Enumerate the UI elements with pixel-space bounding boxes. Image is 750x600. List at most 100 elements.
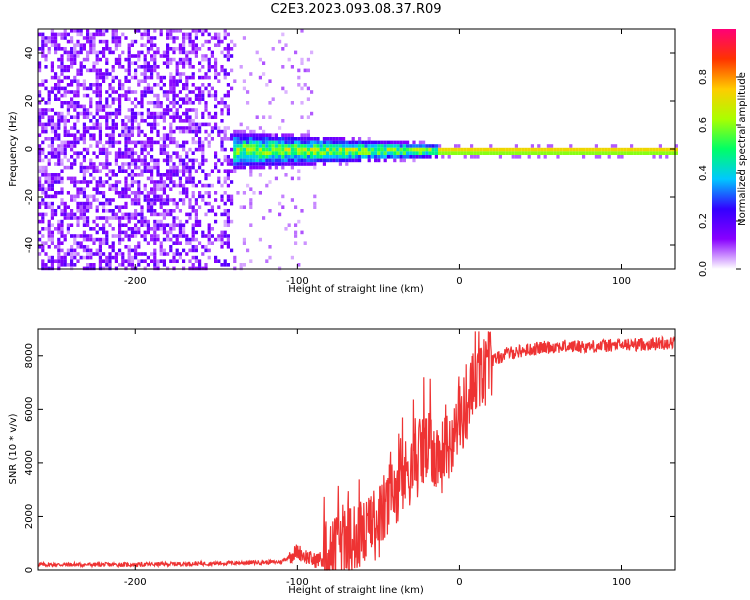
heatmap-cell xyxy=(178,230,182,235)
heatmap-cell xyxy=(367,144,371,148)
heatmap-cell xyxy=(50,212,54,217)
heatmap-cell xyxy=(57,255,61,260)
heatmap-cell xyxy=(207,61,211,65)
heatmap-cell xyxy=(140,43,144,47)
heatmap-cell xyxy=(326,155,330,159)
heatmap-cell xyxy=(89,158,93,163)
heatmap-cell xyxy=(121,194,125,199)
heatmap-cell xyxy=(89,86,93,91)
heatmap-cell xyxy=(143,54,147,58)
heatmap-cell xyxy=(162,183,166,188)
heatmap-cell xyxy=(134,39,138,44)
heatmap-cell xyxy=(617,155,621,159)
heatmap-cell xyxy=(220,65,224,69)
heatmap-cell xyxy=(156,227,160,231)
heatmap-cell xyxy=(118,241,122,245)
heatmap-cell xyxy=(92,133,96,137)
heatmap-cell xyxy=(201,90,205,94)
heatmap-cell xyxy=(217,32,221,37)
heatmap-cell xyxy=(249,137,253,141)
heatmap-cell xyxy=(332,137,336,141)
heatmap-cell xyxy=(166,194,170,199)
heatmap-cell xyxy=(223,29,227,33)
heatmap-cell xyxy=(220,198,224,202)
heatmap-cell xyxy=(57,83,61,87)
heatmap-cell xyxy=(377,140,381,145)
heatmap-cell xyxy=(150,75,154,80)
heatmap-cell xyxy=(239,144,243,148)
heatmap-cell xyxy=(300,133,304,137)
heatmap-cell xyxy=(658,151,662,155)
heatmap-cell xyxy=(172,252,176,256)
heatmap-cell xyxy=(156,183,160,188)
heatmap-cell xyxy=(118,209,122,213)
heatmap-cell xyxy=(114,108,118,112)
heatmap-cell xyxy=(393,158,397,163)
heatmap-cell xyxy=(127,65,131,69)
heatmap-cell xyxy=(185,86,189,91)
heatmap-cell xyxy=(70,176,74,181)
heatmap-cell xyxy=(297,144,301,148)
heatmap-cell xyxy=(178,209,182,213)
heatmap-cell xyxy=(105,209,109,213)
heatmap-cell xyxy=(182,248,186,253)
heatmap-cell xyxy=(73,176,77,181)
heatmap-cell xyxy=(70,248,74,253)
heatmap-cell xyxy=(278,162,282,166)
heatmap-cell xyxy=(300,209,304,213)
heatmap-cell xyxy=(121,32,125,37)
heatmap-cell xyxy=(207,230,211,235)
heatmap-cell xyxy=(54,162,58,166)
heatmap-cell xyxy=(498,151,502,155)
heatmap-cell xyxy=(201,147,205,152)
heatmap-cell xyxy=(44,227,48,231)
heatmap-cell xyxy=(201,75,205,80)
heatmap-cell xyxy=(242,165,246,170)
heatmap-cell xyxy=(143,237,147,242)
heatmap-cell xyxy=(118,39,122,44)
heatmap-cell xyxy=(140,140,144,145)
heatmap-cell xyxy=(111,39,115,44)
heatmap-cell xyxy=(172,255,176,260)
heatmap-cell xyxy=(172,169,176,173)
heatmap-cell xyxy=(150,122,154,127)
heatmap-cell xyxy=(143,75,147,80)
heatmap-cell xyxy=(57,158,61,163)
heatmap-cell xyxy=(281,144,285,148)
heatmap-cell xyxy=(159,75,163,80)
heatmap-cell xyxy=(63,65,67,69)
heatmap-cell xyxy=(63,122,67,127)
heatmap-cell xyxy=(162,133,166,137)
heatmap-cell xyxy=(175,259,179,263)
heatmap-cell xyxy=(614,147,618,152)
heatmap-cell xyxy=(345,151,349,155)
heatmap-cell xyxy=(102,29,106,33)
heatmap-cell xyxy=(297,137,301,141)
heatmap-cell xyxy=(102,50,106,55)
heatmap-cell xyxy=(63,237,67,242)
heatmap-cell xyxy=(44,241,48,245)
heatmap-cell xyxy=(134,180,138,184)
heatmap-cell xyxy=(169,137,173,141)
heatmap-cell xyxy=(233,158,237,163)
heatmap-cell xyxy=(530,151,534,155)
heatmap-cell xyxy=(524,147,528,152)
heatmap-cell xyxy=(217,101,221,105)
heatmap-cell xyxy=(140,205,144,209)
heatmap-cell xyxy=(412,155,416,159)
heatmap-cell xyxy=(185,36,189,40)
heatmap-cell xyxy=(66,57,70,62)
heatmap-cell xyxy=(338,144,342,148)
heatmap-cell xyxy=(73,122,77,127)
heatmap-cell xyxy=(73,108,77,112)
heatmap-cell xyxy=(258,155,262,159)
heatmap-cell xyxy=(38,151,42,155)
heatmap-cell xyxy=(79,137,83,141)
heatmap-cell xyxy=(214,90,218,94)
heatmap-cell xyxy=(79,241,83,245)
heatmap-cell xyxy=(124,68,128,73)
heatmap-cell xyxy=(127,108,131,112)
heatmap-cell xyxy=(514,147,518,152)
heatmap-cell xyxy=(370,155,374,159)
heatmap-cell xyxy=(134,75,138,80)
